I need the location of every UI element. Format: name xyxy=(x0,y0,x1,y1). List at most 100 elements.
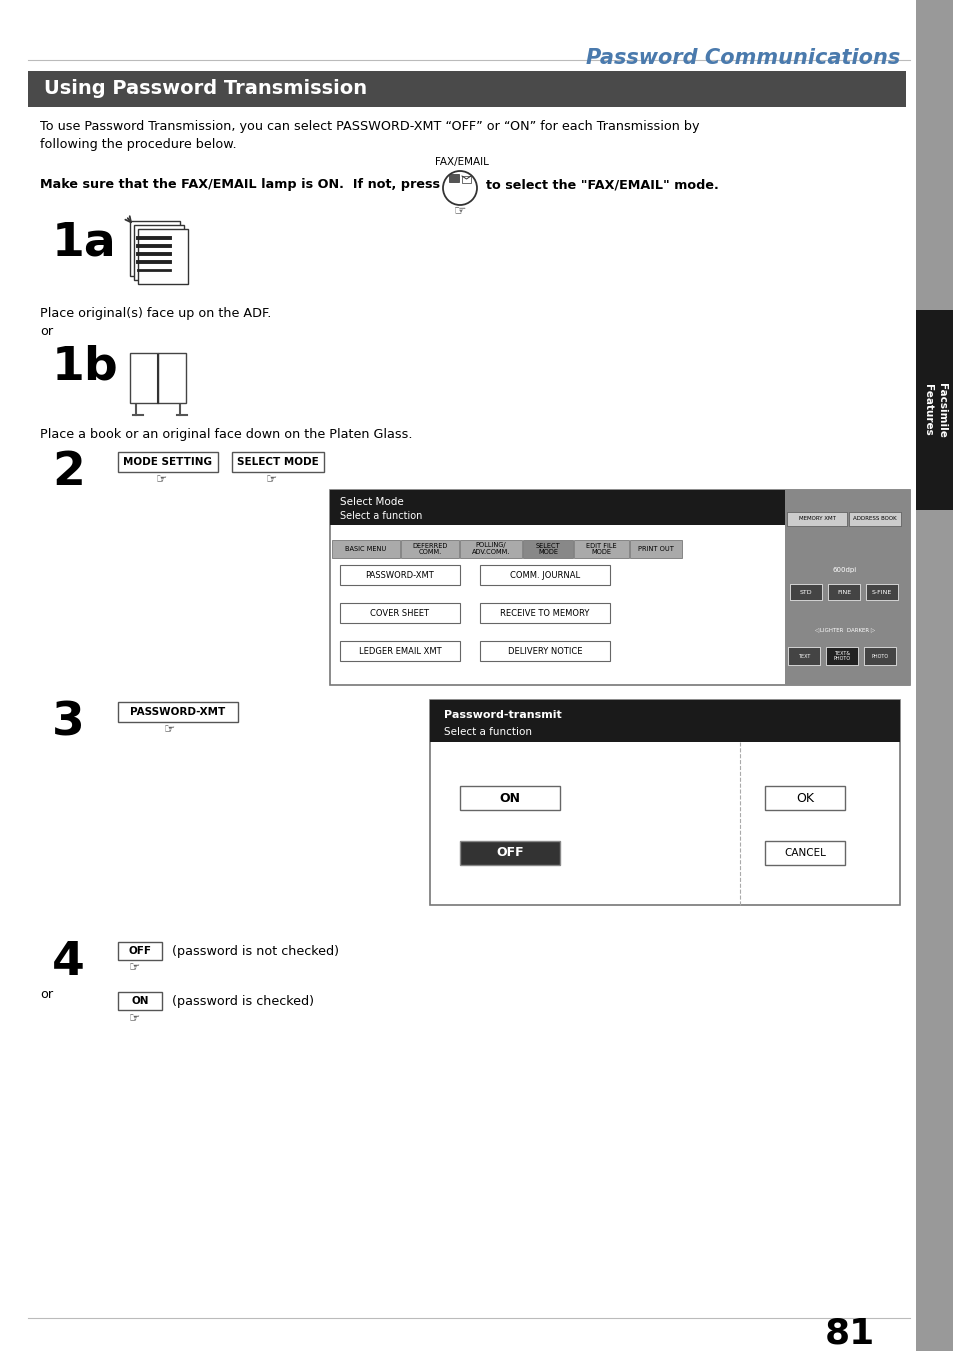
Bar xyxy=(522,540,573,558)
Bar xyxy=(118,453,218,471)
Text: or: or xyxy=(40,988,53,1001)
Text: OFF: OFF xyxy=(496,847,523,859)
Text: SELECT
MODE: SELECT MODE xyxy=(535,543,559,555)
Text: COMM. JOURNAL: COMM. JOURNAL xyxy=(510,570,579,580)
Bar xyxy=(118,942,162,961)
Text: PHOTO: PHOTO xyxy=(870,654,887,658)
Text: POLLING/
ADV.COMM.: POLLING/ ADV.COMM. xyxy=(472,543,510,555)
Text: CANCEL: CANCEL xyxy=(783,848,825,858)
Bar xyxy=(459,842,559,865)
Bar xyxy=(28,72,905,107)
Bar xyxy=(430,700,899,742)
Text: ☞: ☞ xyxy=(130,1012,140,1025)
Bar xyxy=(764,786,844,811)
Text: TEXT: TEXT xyxy=(797,654,809,658)
Text: MODE SETTING: MODE SETTING xyxy=(123,457,213,467)
Bar xyxy=(332,540,399,558)
Text: ☞: ☞ xyxy=(454,203,466,218)
Text: 4: 4 xyxy=(52,940,85,985)
Text: BASIC MENU: BASIC MENU xyxy=(345,546,386,553)
Text: DEFERRED
COMM.: DEFERRED COMM. xyxy=(412,543,447,555)
Bar xyxy=(479,565,609,585)
Bar xyxy=(764,842,844,865)
Text: 600dpi: 600dpi xyxy=(832,567,856,573)
Text: EDIT FILE
MODE: EDIT FILE MODE xyxy=(585,543,617,555)
Text: MEMORY XMT: MEMORY XMT xyxy=(798,516,835,521)
Text: LEDGER EMAIL XMT: LEDGER EMAIL XMT xyxy=(358,647,441,655)
Text: PASSWORD-XMT: PASSWORD-XMT xyxy=(365,570,434,580)
Text: COVER SHEET: COVER SHEET xyxy=(370,608,429,617)
Text: Select a function: Select a function xyxy=(443,727,532,738)
Text: SELECT MODE: SELECT MODE xyxy=(237,457,318,467)
Text: ☞: ☞ xyxy=(266,473,277,486)
Bar xyxy=(339,603,459,623)
Bar xyxy=(863,647,895,665)
Text: Place original(s) face up on the ADF.: Place original(s) face up on the ADF. xyxy=(40,307,271,320)
Text: ☞: ☞ xyxy=(156,473,168,486)
Text: Place a book or an original face down on the Platen Glass.: Place a book or an original face down on… xyxy=(40,428,412,440)
Bar xyxy=(915,0,953,1351)
Text: OFF: OFF xyxy=(129,946,152,957)
Bar xyxy=(629,540,681,558)
Text: FINE: FINE xyxy=(836,589,850,594)
Text: ON: ON xyxy=(132,996,149,1006)
Bar xyxy=(330,490,909,685)
Text: Facsimile
Features: Facsimile Features xyxy=(923,382,945,438)
Bar xyxy=(787,647,820,665)
Bar xyxy=(786,512,846,526)
Bar xyxy=(232,453,324,471)
Text: to select the "FAX/EMAIL" mode.: to select the "FAX/EMAIL" mode. xyxy=(485,178,718,190)
Text: OK: OK xyxy=(795,792,813,804)
Bar xyxy=(461,176,471,182)
Text: PASSWORD-XMT: PASSWORD-XMT xyxy=(131,707,226,717)
Bar xyxy=(789,584,821,600)
Text: (password is checked): (password is checked) xyxy=(172,994,314,1008)
Text: Password-transmit: Password-transmit xyxy=(443,711,561,720)
Text: STD: STD xyxy=(799,589,811,594)
Text: ADDRESS BOOK: ADDRESS BOOK xyxy=(852,516,896,521)
Bar xyxy=(784,490,909,685)
Text: To use Password Transmission, you can select PASSWORD-XMT “OFF” or “ON” for each: To use Password Transmission, you can se… xyxy=(40,120,699,151)
Bar xyxy=(118,703,237,721)
Text: 1b: 1b xyxy=(52,345,118,390)
Text: (password is not checked): (password is not checked) xyxy=(172,944,338,958)
Text: 2: 2 xyxy=(52,450,85,494)
Bar xyxy=(825,647,857,665)
Text: Select a function: Select a function xyxy=(339,511,422,521)
Text: DELIVERY NOTICE: DELIVERY NOTICE xyxy=(507,647,581,655)
Text: 3: 3 xyxy=(52,700,85,744)
Text: ◁ LIGHTER  DARKER ▷: ◁ LIGHTER DARKER ▷ xyxy=(814,627,875,632)
Bar xyxy=(479,603,609,623)
Text: ☞: ☞ xyxy=(130,962,140,974)
Text: or: or xyxy=(40,326,53,338)
Bar xyxy=(459,540,521,558)
Bar xyxy=(118,992,162,1011)
Bar xyxy=(449,174,458,182)
Bar xyxy=(574,540,628,558)
Bar xyxy=(130,222,180,276)
Bar xyxy=(479,640,609,661)
Bar xyxy=(400,540,458,558)
Bar xyxy=(138,230,188,284)
Text: ON: ON xyxy=(499,792,520,804)
Text: TEXT&
PHOTO: TEXT& PHOTO xyxy=(833,651,850,662)
Bar xyxy=(430,700,899,905)
Bar xyxy=(339,640,459,661)
Bar xyxy=(827,584,859,600)
Text: FAX/EMAIL: FAX/EMAIL xyxy=(435,157,489,168)
Text: Select Mode: Select Mode xyxy=(339,497,403,507)
Bar xyxy=(915,309,953,509)
Bar xyxy=(865,584,897,600)
Bar xyxy=(158,353,186,403)
Text: S-FINE: S-FINE xyxy=(871,589,891,594)
Bar xyxy=(330,490,909,526)
Text: Make sure that the FAX/EMAIL lamp is ON.  If not, press: Make sure that the FAX/EMAIL lamp is ON.… xyxy=(40,178,439,190)
Text: RECEIVE TO MEMORY: RECEIVE TO MEMORY xyxy=(499,608,589,617)
Bar xyxy=(339,565,459,585)
Text: Using Password Transmission: Using Password Transmission xyxy=(44,80,367,99)
Bar xyxy=(848,512,900,526)
Bar xyxy=(130,353,158,403)
Text: 81: 81 xyxy=(824,1316,874,1350)
Text: Password Communications: Password Communications xyxy=(585,49,899,68)
Text: ☞: ☞ xyxy=(164,724,175,736)
